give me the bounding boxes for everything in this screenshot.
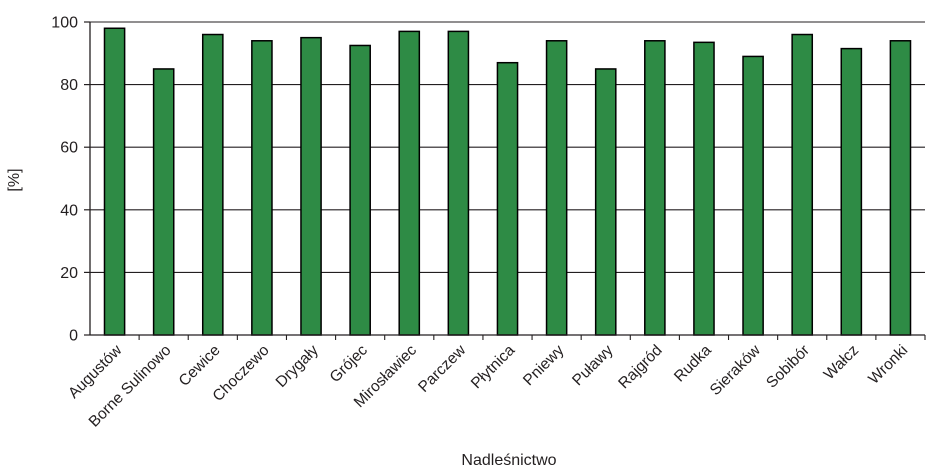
y-tick-label: 60 <box>60 140 78 157</box>
x-tick-label: Pniewy <box>520 342 568 390</box>
bars <box>103 27 912 336</box>
bar-3 <box>251 40 273 336</box>
bar-11 <box>644 40 666 336</box>
bar-7 <box>447 30 470 336</box>
x-tick-label: Sobibór <box>763 342 813 392</box>
bar-1 <box>152 68 175 336</box>
x-tick-label: Drygały <box>273 342 322 391</box>
bar-6 <box>398 30 421 336</box>
x-tick-label: Cewice <box>176 342 224 390</box>
y-tick-label: 20 <box>60 265 78 282</box>
bar-16 <box>889 40 912 336</box>
bar-4 <box>300 36 322 336</box>
x-tick-label: Rudka <box>671 342 715 386</box>
y-tick-label: 80 <box>60 77 78 94</box>
bar-5 <box>349 44 371 336</box>
y-tick-labels: 0 20 40 60 80 100 <box>51 15 78 345</box>
bar-13 <box>742 55 764 336</box>
y-tick-label: 100 <box>51 15 78 32</box>
bar-2 <box>201 33 224 336</box>
axes <box>84 21 926 340</box>
bar-15 <box>840 47 863 336</box>
bar-14 <box>791 33 814 336</box>
bar-9 <box>545 40 568 336</box>
bar-8 <box>496 61 519 336</box>
x-tick-label: Wałcz <box>821 342 862 383</box>
x-tick-label: Grójec <box>327 342 371 386</box>
x-tick-label: Parczew <box>415 341 470 396</box>
x-tick-label: Sieraków <box>707 341 765 399</box>
x-axis-title: Nadleśnictwo <box>461 452 556 469</box>
x-tick-label: Płytnica <box>468 342 519 393</box>
y-tick-label: 40 <box>60 202 78 219</box>
y-tick-label: 0 <box>69 328 78 345</box>
bar-0 <box>103 27 126 336</box>
bar-10 <box>594 68 617 336</box>
y-axis-title: [%] <box>6 168 23 191</box>
x-tick-label: Wronki <box>865 342 911 388</box>
bar-12 <box>693 41 715 336</box>
x-tick-label: Rajgród <box>615 342 665 392</box>
x-tick-label: Puławy <box>569 342 617 390</box>
